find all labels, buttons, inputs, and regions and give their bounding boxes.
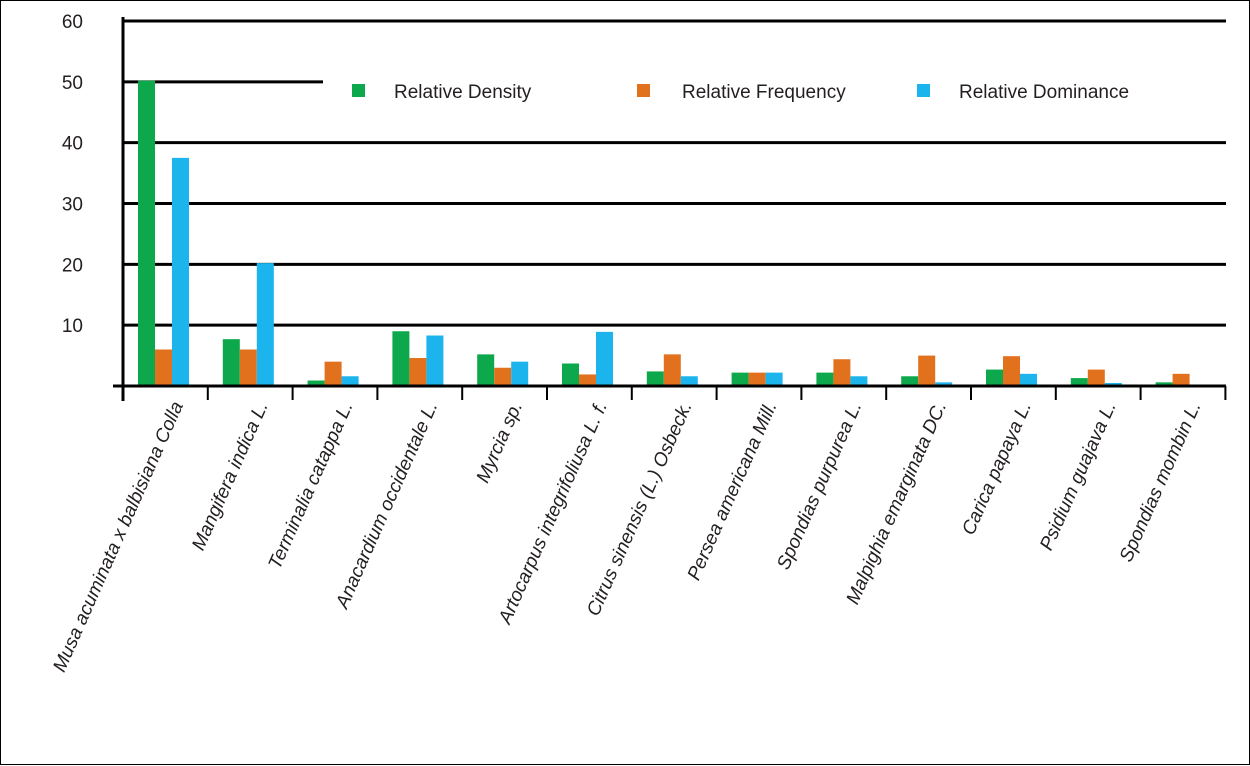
bar (579, 374, 596, 386)
axes (113, 17, 1227, 401)
legend-label: Relative Dominance (959, 82, 1129, 103)
y-tick-label: 50 (62, 73, 83, 94)
x-tick-label: Carica papaya L. (958, 398, 1036, 538)
bar (765, 372, 783, 386)
x-tick-label: Musa acuminata x balbisiana Colla (49, 398, 188, 675)
bar (646, 371, 664, 386)
y-tick-label: 10 (62, 316, 83, 337)
legend-label: Relative Density (394, 82, 532, 103)
y-tick-label: 30 (62, 195, 83, 216)
y-tick-label: 40 (62, 134, 83, 155)
bar (1155, 382, 1173, 386)
x-tick-label: Spondias mombin L. (1116, 398, 1206, 565)
x-tick-label: Psidium guajava L. (1036, 398, 1120, 553)
bar (663, 354, 681, 386)
bar (1070, 378, 1088, 386)
legend-swatch (352, 84, 365, 97)
bar (409, 358, 427, 386)
bar (596, 331, 613, 386)
x-tick-label: Spondias purpurea L. (773, 398, 866, 573)
bar (1104, 382, 1122, 386)
x-tick-labels: Musa acuminata x balbisiana Colla Mangife… (49, 398, 1205, 675)
bar (833, 359, 851, 386)
bar (477, 354, 495, 386)
bar (341, 376, 359, 386)
bar (680, 376, 698, 386)
bar (918, 355, 936, 386)
bar (239, 349, 257, 386)
bar (324, 361, 342, 386)
y-tick-labels: 10 20 30 40 50 60 (62, 12, 83, 337)
bar (256, 263, 274, 386)
bar (307, 380, 325, 386)
bar (494, 367, 512, 386)
x-tick-label: Myrcia sp. (473, 398, 527, 486)
bar (426, 335, 444, 386)
bar (1172, 373, 1190, 386)
x-tick-label: Malpighia emarginata DC. (843, 398, 952, 607)
bar (138, 80, 155, 386)
bar (850, 376, 868, 386)
bar (511, 361, 529, 386)
bar (222, 339, 240, 386)
x-tick-label: Persea americana Mill. (684, 398, 782, 583)
bar (935, 382, 953, 386)
y-tick-label: 60 (62, 12, 83, 33)
bar (562, 363, 579, 386)
legend: Relative Density Relative Frequency Relati… (352, 82, 1129, 103)
legend-swatch (917, 84, 930, 97)
bar (748, 372, 766, 386)
bars (138, 80, 1190, 386)
bar (392, 331, 410, 386)
legend-label: Relative Frequency (682, 82, 846, 103)
x-tick-label: Mangifera indica L. (188, 398, 272, 553)
bar (816, 372, 834, 386)
bar (1087, 369, 1105, 386)
gridlines (123, 19, 1226, 327)
bar (986, 369, 1003, 386)
bar (172, 157, 189, 386)
legend-swatch (637, 84, 650, 97)
bar (901, 376, 919, 386)
bar (731, 372, 749, 386)
x-tick-label: Terminalia catappa L. (265, 398, 358, 572)
x-tick-label: Anacardium occidentale L. (332, 398, 443, 612)
bar (155, 349, 172, 386)
bar (1003, 356, 1020, 386)
y-tick-label: 20 (62, 255, 83, 276)
bar (1020, 373, 1037, 386)
